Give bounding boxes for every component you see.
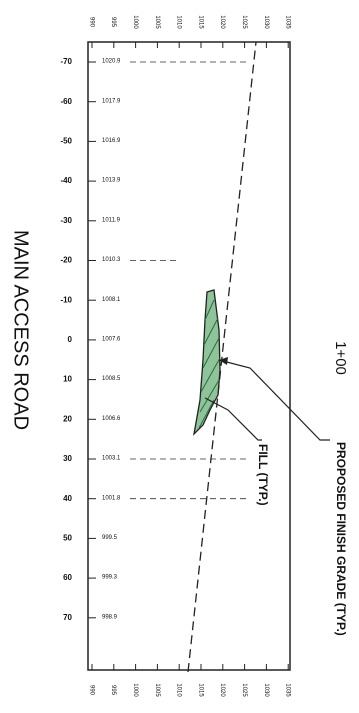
top-axis-label: 995 [110, 17, 116, 28]
offset-label: 70 [63, 613, 72, 622]
offset-label: -70 [60, 57, 72, 66]
bottom-axis-label: 1020 [219, 683, 225, 697]
station: 1+00 [332, 341, 349, 375]
top-axis-label: 1025 [241, 15, 247, 29]
bottom-axis-label: 1015 [197, 683, 203, 697]
top-axis-label: 990 [88, 17, 94, 28]
elevation-label: 1011.9 [102, 217, 121, 223]
elevation-label: 999.3 [102, 575, 118, 581]
arrow [219, 357, 228, 365]
top-axis-label: 1000 [132, 15, 138, 29]
leader-fill [204, 397, 262, 441]
bottom-axis-label: 1005 [154, 683, 160, 697]
top-axis-label: 1035 [285, 15, 291, 29]
offset-label: -50 [60, 137, 72, 146]
finish-grade-label: PROPOSED FINISH GRADE (TYP.) [334, 442, 348, 636]
offset-label: 30 [63, 454, 72, 463]
top-axis-label: 1015 [197, 15, 203, 29]
offset-label: -20 [60, 256, 72, 265]
bottom-axis-label: 990 [88, 685, 94, 696]
fill-hatch [198, 299, 221, 429]
top-axis-label: 1030 [263, 15, 269, 29]
offset-label: -10 [60, 295, 72, 304]
elevation-label: 1006.6 [102, 416, 121, 422]
top-axis-label: 1020 [219, 15, 225, 29]
offset-label: 0 [68, 335, 73, 344]
elevation-label: 1008.1 [102, 297, 121, 303]
elevation-label: 999.5 [102, 535, 118, 541]
offset-label: 50 [63, 534, 72, 543]
offset-label: 40 [63, 494, 72, 503]
elevation-label: 1016.9 [102, 138, 121, 144]
bottom-axis-label: 1035 [285, 683, 291, 697]
elevation-label: 1001.8 [102, 495, 121, 501]
offset-label: -40 [60, 176, 72, 185]
elevation-label: 1007.6 [102, 336, 121, 342]
bottom-axis-label: 995 [110, 685, 116, 696]
elevation-label: 1020.9 [102, 59, 121, 65]
offset-label: 20 [63, 414, 72, 423]
elevation-label: 1010.3 [102, 257, 121, 263]
offset-label: 60 [63, 573, 72, 582]
elevation-label: 1008.5 [102, 376, 121, 382]
title: MAIN ACCESS ROAD [10, 230, 32, 430]
bottom-axis-label: 1010 [176, 683, 182, 697]
frame [87, 41, 291, 671]
elevation-label: 1017.9 [102, 98, 121, 104]
fill-label: FILL (TYP.) [256, 444, 270, 506]
bottom-axis-label: 1030 [263, 683, 269, 697]
elevation-label: 1003.1 [102, 456, 121, 462]
offset-label: 10 [63, 375, 72, 384]
elevation-label: 1013.9 [102, 178, 121, 184]
leader-finish-grade [218, 359, 330, 441]
bottom-axis-label: 1025 [241, 683, 247, 697]
offset-label: -30 [60, 216, 72, 225]
top-axis-label: 1005 [154, 15, 160, 29]
bottom-axis-label: 1000 [132, 683, 138, 697]
offset-label: -60 [60, 97, 72, 106]
top-axis-label: 1010 [176, 15, 182, 29]
elevation-label: 998.9 [102, 614, 118, 620]
existing-ground [187, 41, 257, 673]
